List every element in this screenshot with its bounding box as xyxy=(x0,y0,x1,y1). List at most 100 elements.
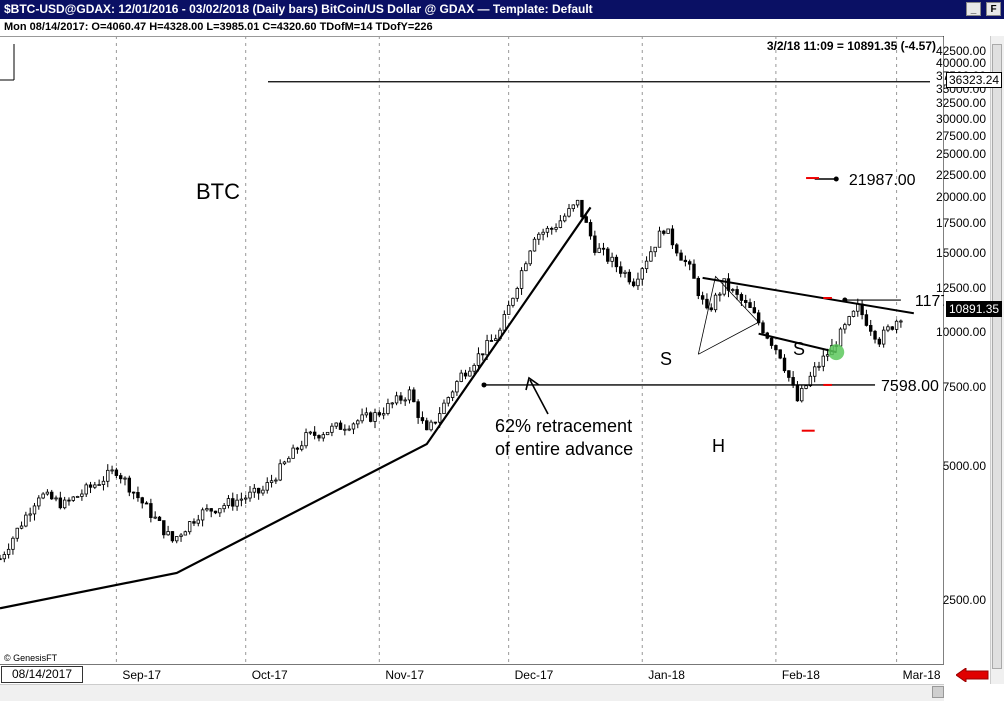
candle-body xyxy=(808,375,813,387)
candle-body xyxy=(437,413,442,423)
y-axis-labels: 42500.0040000.0037500.0035000.0032500.00… xyxy=(936,0,994,664)
candle-body xyxy=(683,259,688,263)
y-tick-label: 25000.00 xyxy=(935,147,986,162)
candle-body xyxy=(144,502,149,505)
retracement-level-dot xyxy=(481,382,487,388)
candle-body xyxy=(554,227,558,230)
candle-body xyxy=(476,353,481,366)
cursor-date-box: 08/14/2017 xyxy=(1,666,83,683)
y-tick-label: 40000.00 xyxy=(935,56,986,71)
candle-body xyxy=(851,310,856,317)
horizontal-scrollbar[interactable] xyxy=(0,684,944,701)
candle-body xyxy=(231,498,235,507)
candle-body xyxy=(429,421,433,431)
candle-body xyxy=(58,497,63,509)
candle-body xyxy=(580,199,584,218)
candle-body xyxy=(67,499,71,502)
candle-body xyxy=(291,447,295,459)
candle-body xyxy=(485,340,489,356)
candle-body xyxy=(713,294,718,311)
retracement-level-label: 7598.00 xyxy=(881,378,939,395)
y-tick-label: 27500.00 xyxy=(935,128,986,143)
breakout-circle xyxy=(828,344,845,361)
vertical-scroll-thumb[interactable] xyxy=(992,44,1002,669)
candle-body xyxy=(213,510,218,514)
candle-body xyxy=(640,268,644,280)
y-tick-label: 12500.00 xyxy=(935,281,986,296)
candle-body xyxy=(692,263,696,279)
candle-body xyxy=(0,558,2,561)
candle-body xyxy=(899,320,903,323)
candle-body xyxy=(433,421,438,424)
candle-body xyxy=(675,244,679,254)
candle-body xyxy=(243,497,248,500)
candle-body xyxy=(614,256,619,268)
scroll-left-arrow-icon[interactable] xyxy=(956,668,990,682)
candle-body xyxy=(619,266,623,274)
retracement-arrow-head xyxy=(525,376,540,391)
candle-body xyxy=(459,372,463,382)
candle-body xyxy=(93,484,97,488)
y-tick-label: 2500.00 xyxy=(942,593,986,608)
candle-body xyxy=(45,491,50,495)
x-tick-label: Nov-17 xyxy=(385,668,424,682)
candle-body xyxy=(373,412,377,422)
candle-body xyxy=(653,246,657,253)
candle-body xyxy=(847,316,851,326)
candle-body xyxy=(222,505,226,510)
candle-body xyxy=(705,298,709,309)
header-readout: 3/2/18 11:09 = 10891.35 (-4.57) xyxy=(767,39,936,53)
candle-body xyxy=(287,457,291,463)
x-tick-label: Feb-18 xyxy=(781,668,820,682)
candle-body xyxy=(248,491,252,499)
candle-body xyxy=(2,554,7,560)
minimize-button[interactable]: _ xyxy=(966,2,981,16)
candle-body xyxy=(739,294,744,301)
bar-info-text: Mon 08/14/2017: O=4060.47 H=4328.00 L=39… xyxy=(4,21,433,33)
y-tick-label: 10000.00 xyxy=(935,324,986,339)
candle-body xyxy=(62,499,67,509)
candle-body xyxy=(218,508,222,514)
candle-body xyxy=(317,435,321,439)
candle-body xyxy=(88,484,93,488)
x-tick-label: Mar-18 xyxy=(902,668,941,682)
candle-body xyxy=(838,328,843,347)
candle-body xyxy=(187,521,192,533)
shoulder-left-annotation: S xyxy=(660,349,672,369)
candle-body xyxy=(636,278,640,287)
candle-body xyxy=(278,463,282,481)
candle-body xyxy=(481,353,485,356)
candle-body xyxy=(19,525,24,529)
y-tick-label: 5000.00 xyxy=(942,459,986,474)
x-axis-labels: Sep-17 Oct-17 Nov-17 Dec-17 Jan-18 Feb-18 Mar-… xyxy=(0,664,944,683)
candle-body xyxy=(11,537,15,550)
candle-body xyxy=(666,228,670,234)
candle-body xyxy=(123,477,127,480)
x-tick-label: Jan-18 xyxy=(648,668,685,682)
float-button[interactable]: F xyxy=(986,2,1001,16)
candle-body xyxy=(649,251,653,262)
horizontal-scroll-thumb[interactable] xyxy=(932,686,944,698)
candle-body xyxy=(856,303,860,312)
candle-body xyxy=(425,420,429,431)
candle-body xyxy=(627,271,632,283)
candle-body xyxy=(274,479,278,482)
candle-body xyxy=(597,247,601,253)
neckline-trendline xyxy=(702,276,914,315)
candle-body xyxy=(709,307,713,311)
candle-body xyxy=(183,531,188,536)
candle-body xyxy=(15,527,19,539)
retracement-line-1-annotation: 62% retracement xyxy=(495,416,632,436)
candle-body xyxy=(795,384,800,402)
candle-body xyxy=(330,425,334,433)
candle-body xyxy=(394,395,399,404)
candle-body xyxy=(890,326,894,330)
candle-body xyxy=(54,497,58,500)
candle-body xyxy=(869,325,873,332)
candle-body xyxy=(791,377,795,386)
candle-body xyxy=(877,338,882,345)
candle-body xyxy=(463,372,468,377)
candle-body xyxy=(726,278,731,291)
